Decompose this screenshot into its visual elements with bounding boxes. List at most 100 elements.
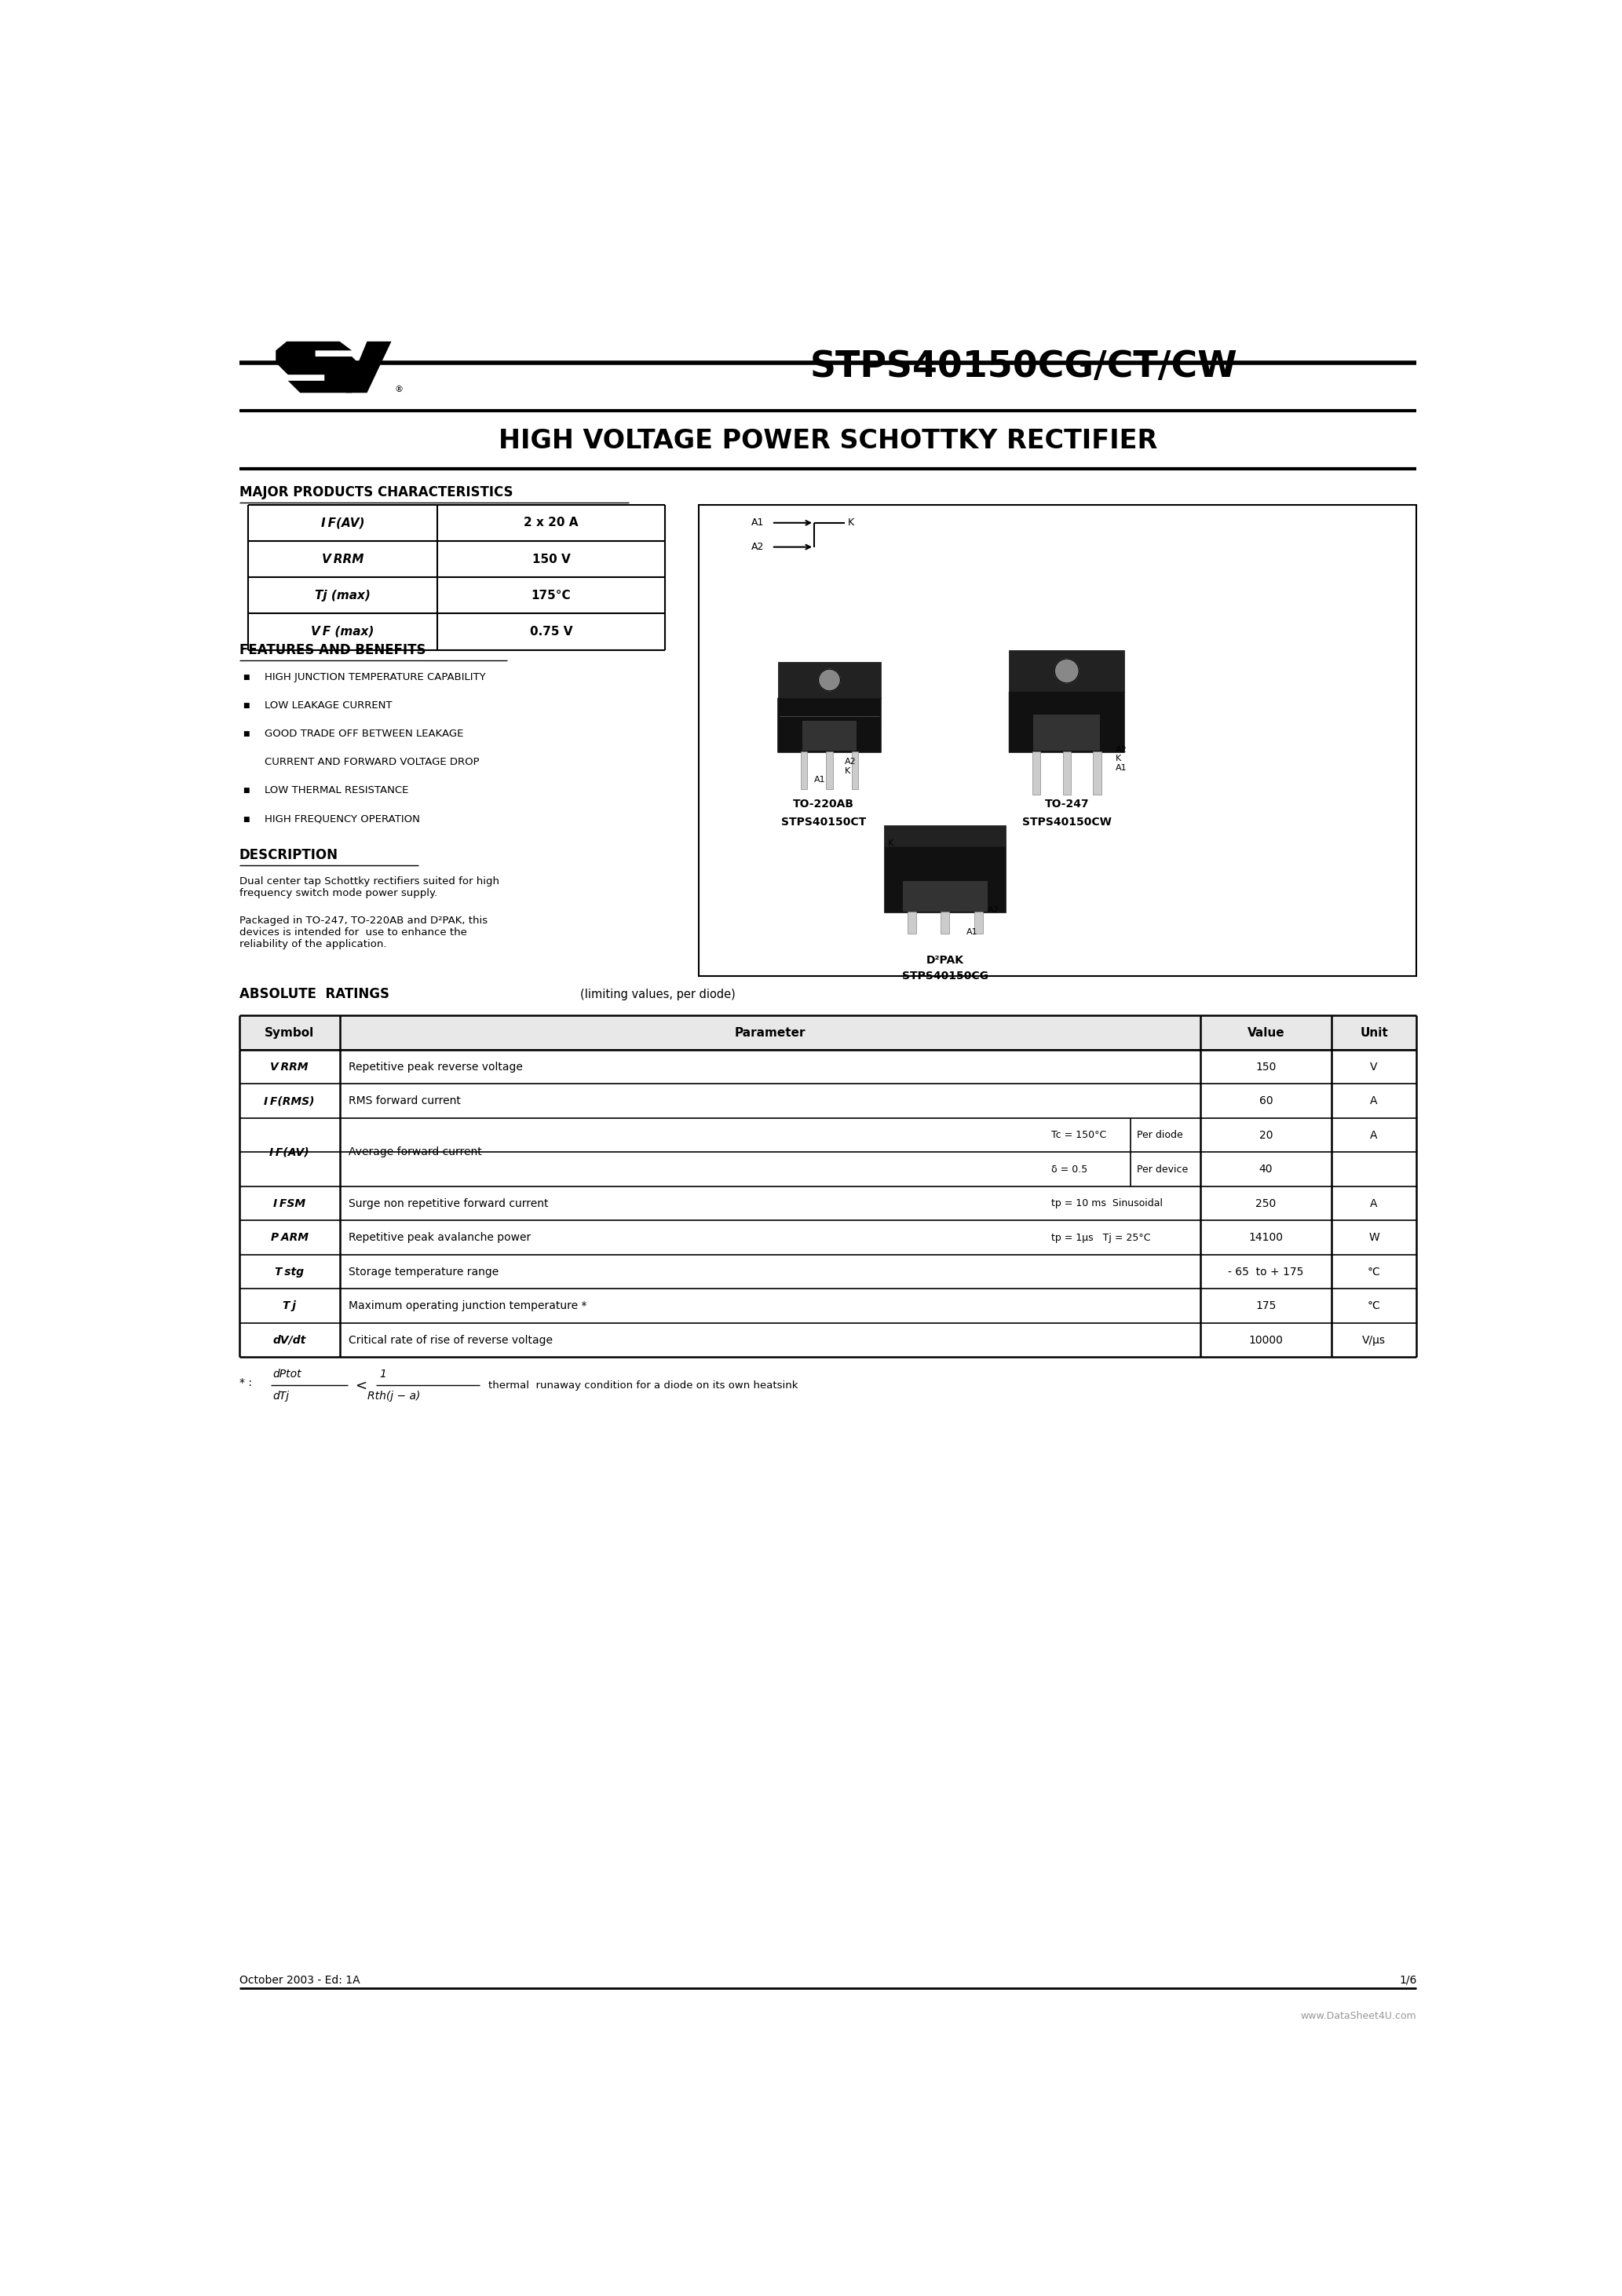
Text: A2: A2 (845, 758, 856, 765)
Text: 20: 20 (1259, 1130, 1273, 1141)
Text: dTj: dTj (272, 1391, 289, 1403)
Text: 14100: 14100 (1249, 1233, 1283, 1242)
Polygon shape (777, 661, 881, 698)
Text: STPS40150CG/CT/CW: STPS40150CG/CT/CW (811, 349, 1238, 386)
Text: HIGH VOLTAGE POWER SCHOTTKY RECTIFIER: HIGH VOLTAGE POWER SCHOTTKY RECTIFIER (500, 429, 1158, 455)
Text: V/μs: V/μs (1362, 1334, 1385, 1345)
Polygon shape (1009, 650, 1124, 691)
Text: FEATURES AND BENEFITS: FEATURES AND BENEFITS (240, 643, 425, 657)
Text: ■: ■ (242, 703, 248, 709)
Text: A2: A2 (751, 542, 764, 551)
Bar (801, 721, 856, 751)
Text: ®: ® (394, 386, 402, 393)
Polygon shape (884, 847, 1006, 914)
Text: ■: ■ (242, 788, 248, 794)
Text: K: K (845, 767, 850, 774)
Text: A1: A1 (1116, 765, 1127, 771)
Text: Value: Value (1247, 1026, 1285, 1038)
Polygon shape (276, 342, 363, 393)
Text: V RRM: V RRM (271, 1061, 308, 1072)
Bar (1093, 751, 1101, 794)
Text: T j: T j (282, 1300, 297, 1311)
Text: Surge non repetitive forward current: Surge non repetitive forward current (349, 1199, 548, 1210)
Text: V RRM: V RRM (321, 553, 363, 565)
Text: Dual center tap Schottky rectifiers suited for high
frequency switch mode power : Dual center tap Schottky rectifiers suit… (240, 877, 500, 898)
Bar (240, 1015, 1416, 1049)
Text: 2 x 20 A: 2 x 20 A (524, 517, 579, 528)
Bar (941, 912, 949, 934)
Text: A1: A1 (814, 776, 826, 783)
Text: <: < (355, 1378, 367, 1394)
Text: δ = 0.5: δ = 0.5 (1051, 1164, 1088, 1176)
Text: Per diode: Per diode (1137, 1130, 1182, 1141)
Text: V F (max): V F (max) (311, 627, 375, 638)
Text: Rth(j − a): Rth(j − a) (367, 1391, 420, 1403)
Text: TO-247: TO-247 (1045, 799, 1088, 810)
Bar (907, 912, 916, 934)
Text: °C: °C (1367, 1300, 1380, 1311)
Text: 175: 175 (1255, 1300, 1277, 1311)
Text: LOW THERMAL RESISTANCE: LOW THERMAL RESISTANCE (264, 785, 409, 797)
Bar (1033, 714, 1100, 751)
Text: 0.75 V: 0.75 V (530, 627, 573, 638)
Text: A1: A1 (751, 517, 764, 528)
Text: I F(RMS): I F(RMS) (264, 1095, 315, 1107)
Text: STPS40150CW: STPS40150CW (1022, 817, 1111, 827)
Text: A1: A1 (967, 928, 978, 937)
Bar (1032, 751, 1040, 794)
Text: dV/dt: dV/dt (272, 1334, 307, 1345)
Text: 250: 250 (1255, 1199, 1277, 1210)
Text: GOOD TRADE OFF BETWEEN LEAKAGE: GOOD TRADE OFF BETWEEN LEAKAGE (264, 728, 464, 739)
Text: 150: 150 (1255, 1061, 1277, 1072)
Text: DESCRIPTION: DESCRIPTION (240, 847, 337, 863)
Text: tp = 10 ms  Sinusoidal: tp = 10 ms Sinusoidal (1051, 1199, 1163, 1208)
Text: K: K (887, 840, 894, 847)
Text: RMS forward current: RMS forward current (349, 1095, 461, 1107)
Text: D²PAK: D²PAK (926, 955, 963, 964)
Text: A: A (1371, 1095, 1377, 1107)
Text: 40: 40 (1259, 1164, 1273, 1176)
Text: Repetitive peak reverse voltage: Repetitive peak reverse voltage (349, 1061, 522, 1072)
Text: tp = 1μs   Tj = 25°C: tp = 1μs Tj = 25°C (1051, 1233, 1152, 1242)
Bar (852, 751, 858, 790)
Text: Tj (max): Tj (max) (315, 590, 370, 602)
Text: Critical rate of rise of reverse voltage: Critical rate of rise of reverse voltage (349, 1334, 553, 1345)
Text: STPS40150CG: STPS40150CG (902, 971, 988, 983)
Text: Repetitive peak avalanche power: Repetitive peak avalanche power (349, 1233, 530, 1242)
Text: HIGH JUNCTION TEMPERATURE CAPABILITY: HIGH JUNCTION TEMPERATURE CAPABILITY (264, 673, 487, 682)
Text: dPtot: dPtot (272, 1368, 302, 1380)
Text: T stg: T stg (276, 1267, 303, 1277)
Text: A2: A2 (1116, 746, 1127, 753)
Polygon shape (777, 687, 881, 753)
Polygon shape (1009, 680, 1124, 753)
Text: P ARM: P ARM (271, 1233, 308, 1242)
Text: www.DataSheet4U.com: www.DataSheet4U.com (1301, 2011, 1416, 2020)
Text: I F(AV): I F(AV) (269, 1146, 310, 1157)
Text: W: W (1369, 1233, 1379, 1242)
Text: * :: * : (240, 1378, 258, 1389)
Text: A: A (1371, 1199, 1377, 1210)
Polygon shape (345, 342, 391, 393)
Text: A: A (1371, 1130, 1377, 1141)
Text: MAJOR PRODUCTS CHARACTERISTICS: MAJOR PRODUCTS CHARACTERISTICS (240, 484, 513, 501)
Text: K: K (848, 517, 855, 528)
Text: ABSOLUTE  RATINGS: ABSOLUTE RATINGS (240, 987, 389, 1001)
Bar (699, 505, 1416, 976)
Bar (1062, 751, 1071, 794)
Text: I F(AV): I F(AV) (321, 517, 365, 528)
Circle shape (1054, 659, 1079, 682)
Text: °C: °C (1367, 1267, 1380, 1277)
Text: 1/6: 1/6 (1400, 1975, 1416, 1986)
Text: (limiting values, per diode): (limiting values, per diode) (581, 990, 735, 1001)
Text: CURRENT AND FORWARD VOLTAGE DROP: CURRENT AND FORWARD VOLTAGE DROP (264, 758, 480, 767)
Text: Maximum operating junction temperature *: Maximum operating junction temperature * (349, 1300, 587, 1311)
Text: 60: 60 (1259, 1095, 1273, 1107)
Circle shape (819, 668, 840, 691)
Text: 150 V: 150 V (532, 553, 571, 565)
Text: LOW LEAKAGE CURRENT: LOW LEAKAGE CURRENT (264, 700, 393, 709)
Bar (826, 751, 832, 790)
Text: ■: ■ (242, 815, 248, 822)
Text: Unit: Unit (1359, 1026, 1388, 1038)
Text: I FSM: I FSM (274, 1199, 305, 1210)
Bar (801, 751, 808, 790)
